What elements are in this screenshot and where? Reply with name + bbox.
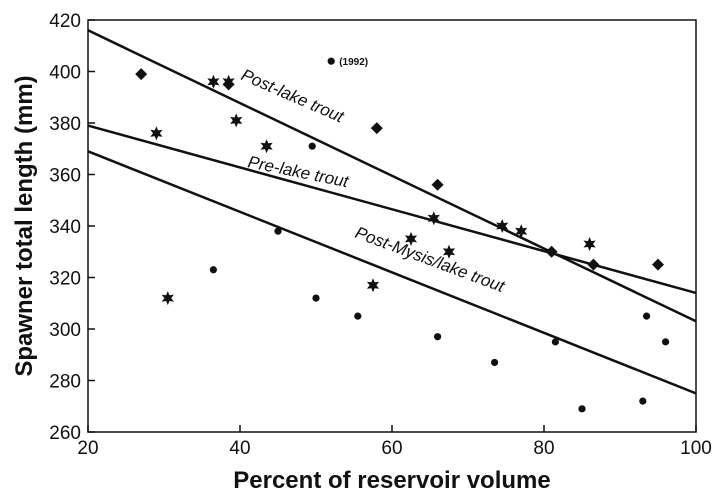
data-points — [135, 57, 670, 413]
star-point — [207, 74, 220, 89]
y-axis-title: Spawner total length (mm) — [11, 75, 38, 376]
x-axis-title: Percent of reservoir volume — [233, 467, 550, 494]
circle-point — [308, 142, 316, 150]
star-point — [260, 139, 273, 154]
y-tick-label: 260 — [49, 423, 81, 444]
x-tick-label: 40 — [229, 438, 250, 459]
y-tick-label: 280 — [49, 372, 81, 393]
regression-lines — [87, 29, 697, 395]
y-tick-label: 320 — [49, 269, 81, 290]
circle-point — [578, 405, 586, 413]
point-annotation: (1992) — [339, 57, 368, 68]
star-point — [366, 278, 380, 293]
circle-point — [209, 266, 217, 274]
y-tick-label: 400 — [49, 63, 81, 84]
star-point — [161, 291, 174, 306]
fit-line — [87, 29, 697, 323]
y-tick-label: 340 — [49, 217, 81, 238]
y-tick-label: 420 — [49, 11, 81, 32]
y-tick-label: 300 — [49, 320, 81, 341]
circle-point — [643, 312, 651, 320]
circle-point — [434, 333, 442, 341]
star-point — [427, 211, 440, 226]
star-point — [404, 231, 418, 246]
fit-line — [87, 124, 697, 295]
circle-point — [639, 397, 647, 405]
plot-frame — [87, 19, 697, 433]
circle-point — [327, 57, 335, 65]
star-point — [150, 126, 163, 141]
x-tick-label: 20 — [77, 438, 98, 459]
axis-ticks: 20 40 60 80 100 260 280 300 320 340 360 380 400 420 — [49, 11, 712, 459]
y-tick-label: 360 — [49, 166, 81, 187]
diamond-point — [652, 258, 664, 271]
star-point — [515, 224, 528, 239]
series-label: Pre-lake trout — [246, 152, 351, 191]
diamond-point — [370, 122, 383, 135]
star-point — [230, 113, 243, 128]
diamond-point — [135, 68, 148, 81]
star-point — [496, 219, 509, 233]
x-tick-label: 100 — [680, 438, 712, 459]
star-point — [222, 74, 235, 89]
circle-point — [662, 338, 670, 346]
diamond-point — [587, 258, 600, 271]
series-label: Post-lake trout — [238, 65, 347, 127]
diamond-point — [431, 178, 444, 191]
diamond-point — [545, 245, 558, 258]
x-tick-label: 80 — [533, 438, 554, 459]
circle-point — [354, 312, 362, 320]
y-tick-label: 380 — [49, 114, 81, 135]
circle-point — [551, 338, 560, 346]
circle-point — [274, 227, 282, 235]
circle-point — [491, 358, 499, 367]
star-point — [442, 244, 456, 259]
circle-point — [312, 294, 320, 302]
fit-line — [87, 150, 697, 395]
x-tick-label: 60 — [381, 438, 402, 459]
star-point — [583, 237, 596, 251]
